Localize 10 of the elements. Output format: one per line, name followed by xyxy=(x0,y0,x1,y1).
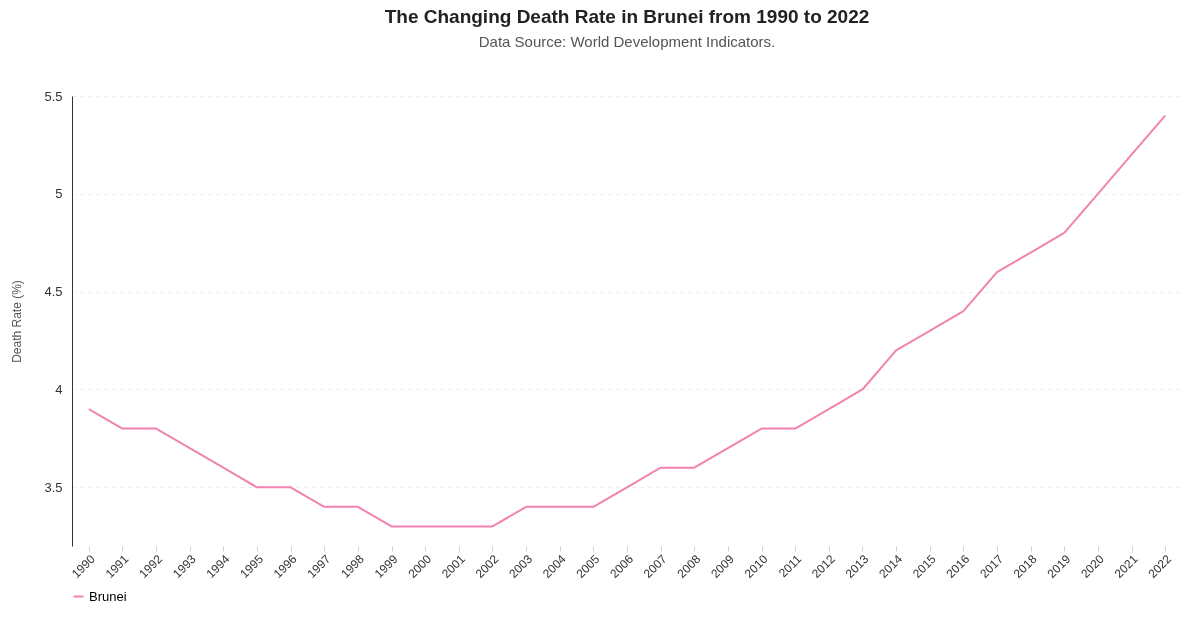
chart-title: The Changing Death Rate in Brunei from 1990 to 2022 xyxy=(384,6,870,27)
y-tick-label: 4 xyxy=(55,381,63,397)
y-axis-title: Death Rate (%) xyxy=(10,280,25,363)
y-tick-label: 5.5 xyxy=(44,88,63,104)
y-tick-label: 5 xyxy=(55,186,63,202)
chart-subtitle: Data Source: World Development Indicators. xyxy=(478,33,776,50)
y-tick-label: 3.5 xyxy=(44,479,63,495)
y-tick-label: 4.5 xyxy=(44,284,63,300)
line-series xyxy=(87,114,1167,528)
legend-label: Brunei xyxy=(89,588,127,604)
